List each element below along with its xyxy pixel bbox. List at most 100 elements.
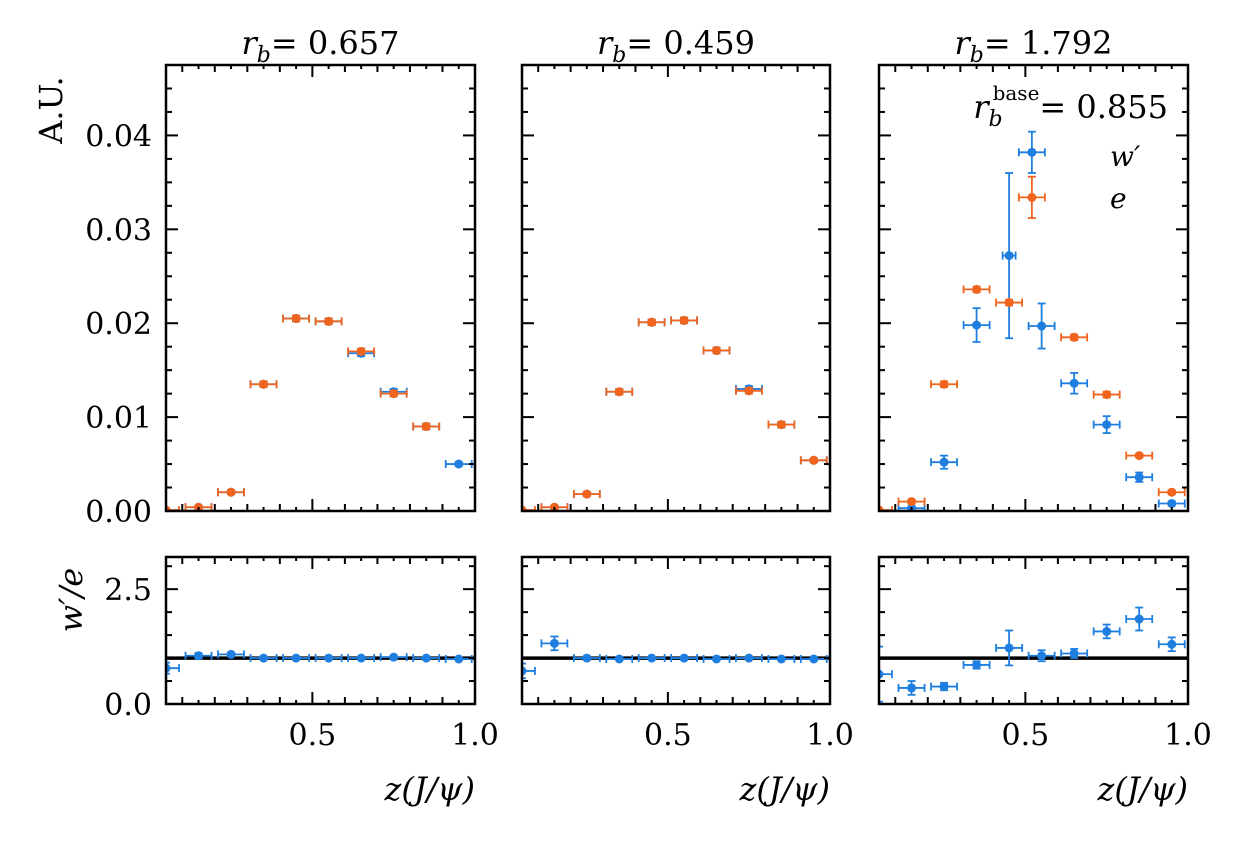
e-point [972, 284, 982, 294]
e-point [907, 497, 917, 507]
y-tick-labels: 0.00 0.01 0.02 0.03 0.04 0.0 2.5 [85, 119, 152, 723]
title-value: = 0.459 [626, 24, 755, 62]
main-axes-ticks [879, 64, 1189, 512]
e-point [291, 314, 301, 324]
ratio-frame [520, 555, 832, 706]
ratio-point [939, 682, 949, 692]
main-axes-ticks [522, 64, 831, 512]
w-prime-point [1134, 472, 1144, 482]
e-point [1027, 192, 1037, 202]
ratio-y-tick-label: 2.5 [104, 573, 152, 608]
ratio-point [1069, 648, 1079, 658]
title-symbol: r [955, 24, 972, 62]
ratio-axes-ticks [879, 557, 1189, 705]
ratio-frame [877, 555, 1190, 706]
main-series [166, 314, 473, 511]
main-y-tick-label: 0.02 [85, 307, 152, 342]
ratio-series [166, 649, 475, 675]
main-frame [877, 63, 1190, 513]
ratio-point [744, 653, 754, 663]
main-y-tick-label: 0.03 [85, 213, 152, 248]
panel-title: rb= 0.657 [242, 24, 400, 68]
ratio-point [972, 660, 982, 670]
e-point [744, 386, 754, 396]
ratio-series [522, 635, 830, 680]
base-value: = 0.855 [1039, 88, 1168, 126]
main-frame [520, 63, 832, 513]
ratio-point [809, 654, 819, 664]
x-tick-label: 0.5 [1002, 718, 1050, 753]
panel-1: rb= 0.657 0.5 1.0 z(J/ψ) [164, 24, 499, 808]
main-y-axis-title: A.U. [32, 76, 70, 144]
ratio-point [614, 654, 624, 664]
main-series [879, 130, 1186, 511]
w-prime-point [454, 459, 464, 469]
x-tick-label: 0.5 [644, 718, 692, 753]
title-subscript: b [970, 43, 984, 68]
panel-title: rb= 0.459 [597, 24, 755, 68]
ratio-point [194, 651, 204, 661]
x-axis-title: z(J/ψ) [1096, 770, 1188, 808]
x-tick-label: 1.0 [806, 718, 854, 753]
main-axes-ticks [166, 64, 476, 512]
x-axis-title: z(J/ψ) [738, 770, 830, 808]
legend-w-prime: w′ [1110, 140, 1141, 173]
w-prime-point [972, 320, 982, 330]
e-point [647, 317, 657, 327]
e-point [549, 502, 559, 511]
base-symbol: r [973, 88, 990, 126]
legend-e: e [1110, 182, 1127, 215]
x-tick-label: 1.0 [451, 718, 499, 753]
main-y-tick-label: 0.00 [85, 495, 152, 530]
ratio-point [454, 654, 464, 664]
main-series [522, 315, 828, 511]
ratio-point [324, 653, 334, 663]
ratio-point [1102, 626, 1112, 636]
e-point [1134, 451, 1144, 461]
ratio-point [776, 654, 786, 664]
w-prime-point [939, 457, 949, 467]
w-prime-point [1027, 147, 1037, 157]
e-point [776, 420, 786, 430]
e-point [614, 387, 624, 397]
title-value: = 0.657 [271, 24, 400, 62]
ratio-y-axis-title: w′/e [52, 568, 90, 632]
e-point [389, 389, 399, 399]
e-point [582, 489, 592, 499]
w-prime-point [1167, 498, 1177, 508]
ratio-point [1134, 614, 1144, 624]
ratio-series [879, 606, 1188, 703]
e-point [356, 346, 366, 356]
main-y-tick-label: 0.01 [85, 401, 152, 436]
x-tick-label: 0.5 [289, 718, 337, 753]
e-point [679, 315, 689, 325]
e-point [421, 421, 431, 431]
ratio-point [907, 683, 917, 693]
ratio-frame [164, 555, 477, 706]
ratio-point [259, 653, 269, 663]
ratio-point [421, 653, 431, 663]
ratio-point [1037, 651, 1047, 661]
ratio-point [1004, 643, 1014, 653]
ratio-point [356, 653, 366, 663]
ratio-axes-ticks [166, 557, 476, 705]
ratio-point [582, 653, 592, 663]
e-point [1004, 298, 1014, 308]
ratio-point [679, 653, 689, 663]
main-frame [164, 63, 477, 513]
e-point [712, 345, 722, 355]
e-point [809, 455, 819, 465]
w-prime-point [1004, 251, 1014, 261]
e-point [324, 316, 334, 326]
e-point [194, 502, 204, 511]
title-subscript: b [612, 43, 626, 68]
title-symbol: r [597, 24, 614, 62]
x-axis-title: z(J/ψ) [383, 770, 475, 808]
base-subscript: b [988, 107, 1002, 132]
title-symbol: r [242, 24, 259, 62]
main-y-tick-label: 0.04 [85, 119, 152, 154]
ratio-point [226, 649, 236, 659]
